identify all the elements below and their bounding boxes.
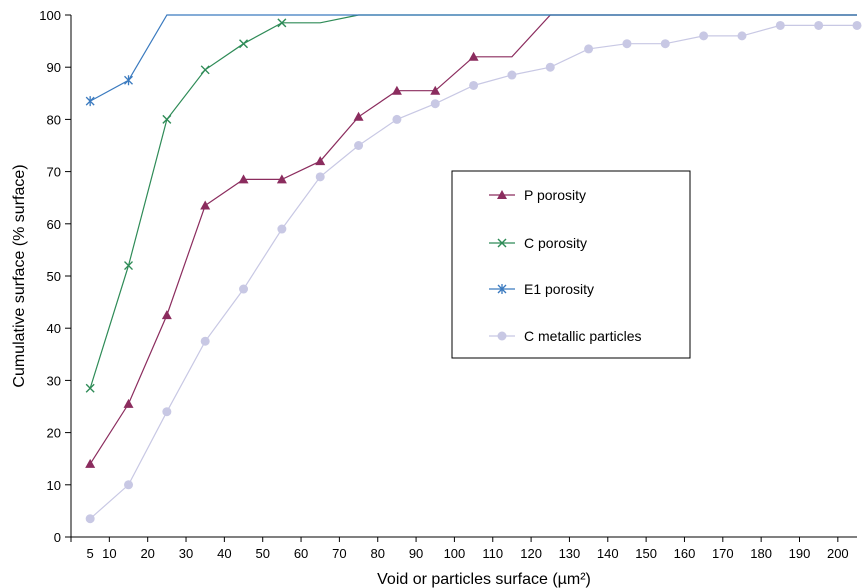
series-line — [89, 14, 857, 102]
series-c-metallic-particles — [85, 20, 862, 524]
data-point — [391, 85, 402, 95]
data-point — [814, 20, 824, 30]
legend-item: E1 porosity — [489, 281, 594, 297]
x-tick-label: 20 — [140, 546, 154, 561]
y-axis-title: Cumulative surface (% surface) — [11, 164, 28, 387]
data-point — [276, 174, 287, 184]
data-point — [469, 80, 479, 90]
legend-label: E1 porosity — [524, 281, 594, 297]
data-point — [430, 99, 440, 109]
axes: 0 10 20 30 40 50 60 70 80 90 100 5 10 20 30 40 50 60 70 80 9… — [39, 8, 857, 561]
legend-item: C metallic particles — [489, 328, 641, 344]
data-point — [277, 224, 287, 234]
legend-label: C porosity — [524, 235, 587, 251]
legend-marker — [497, 190, 507, 199]
data-point — [239, 284, 249, 294]
data-point — [775, 20, 785, 30]
data-point — [85, 514, 95, 524]
data-point — [622, 39, 632, 49]
data-point — [545, 62, 555, 72]
data-point — [277, 18, 287, 28]
data-point — [200, 65, 210, 75]
x-tick-label: 140 — [597, 546, 619, 561]
x-tick-label: 180 — [750, 546, 772, 561]
x-tick-label: 160 — [674, 546, 696, 561]
x-tick-label: 190 — [789, 546, 811, 561]
x-tick-label: 200 — [827, 546, 849, 561]
data-point — [852, 20, 862, 30]
x-tick-label: 150 — [635, 546, 657, 561]
legend-marker — [497, 284, 507, 294]
y-tick-label: 80 — [47, 112, 61, 127]
data-point — [85, 458, 96, 468]
data-point — [315, 172, 325, 182]
x-axis-title: Void or particles surface (µm²) — [377, 571, 591, 588]
data-point — [124, 75, 133, 86]
legend-item: P porosity — [489, 187, 586, 203]
y-tick-label: 20 — [47, 426, 61, 441]
x-tick-label: 50 — [255, 546, 269, 561]
legend-box — [451, 170, 691, 359]
data-point — [238, 174, 249, 184]
data-point — [468, 51, 479, 61]
x-tick-label: 30 — [179, 546, 193, 561]
x-tick-label: 90 — [409, 546, 423, 561]
series-e1-porosity — [85, 14, 857, 107]
data-point — [699, 31, 709, 41]
legend-item: C porosity — [489, 235, 587, 251]
x-tick-label: 170 — [712, 546, 734, 561]
data-point — [430, 85, 441, 95]
legend-marker — [497, 238, 507, 248]
data-point — [162, 114, 172, 124]
y-tick-label: 50 — [47, 269, 61, 284]
x-tick-label: 10 — [102, 546, 116, 561]
data-point — [162, 407, 172, 417]
y-tick-label: 90 — [47, 60, 61, 75]
data-point — [85, 96, 95, 107]
x-tick-label: 60 — [294, 546, 308, 561]
x-tick-label: 120 — [520, 546, 542, 561]
y-tick-label: 30 — [47, 373, 61, 388]
y-tick-label: 100 — [39, 8, 61, 23]
x-tick-label: 70 — [332, 546, 346, 561]
x-tick-label: 80 — [370, 546, 384, 561]
data-point — [239, 39, 249, 49]
legend: P porosity C porosity E1 porosity C metalli… — [451, 170, 691, 359]
data-point — [124, 480, 134, 490]
x-tick-label: 40 — [217, 546, 231, 561]
x-tick-label: 110 — [482, 546, 503, 561]
data-point — [392, 114, 402, 124]
data-point — [161, 310, 172, 320]
data-point — [315, 156, 326, 166]
legend-label: P porosity — [524, 187, 586, 203]
data-point — [353, 111, 364, 121]
data-point — [200, 336, 210, 346]
data-point — [584, 44, 594, 54]
data-point — [200, 200, 211, 210]
data-point — [123, 398, 134, 408]
data-point — [737, 31, 747, 41]
legend-marker — [497, 331, 507, 341]
x-tick-label: 100 — [444, 546, 466, 561]
x-tick-label: 130 — [559, 546, 581, 561]
series-layer — [85, 14, 862, 524]
x-tick-label: 5 — [87, 546, 94, 561]
y-tick-label: 0 — [54, 530, 61, 545]
data-point — [124, 261, 134, 271]
data-point — [507, 70, 517, 80]
y-tick-label: 70 — [47, 165, 61, 180]
y-tick-label: 60 — [47, 217, 61, 232]
data-point — [660, 39, 670, 49]
y-tick-label: 10 — [47, 478, 61, 493]
y-tick-label: 40 — [47, 321, 61, 336]
data-point — [85, 383, 95, 393]
data-point — [354, 141, 364, 150]
legend-label: C metallic particles — [524, 328, 641, 344]
